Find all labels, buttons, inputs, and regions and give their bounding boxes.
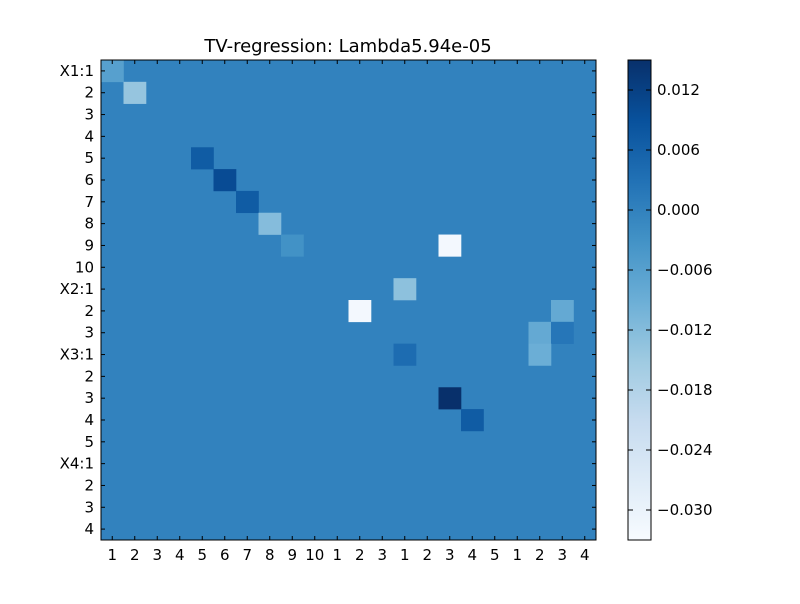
heatmap-cell: [393, 343, 417, 366]
x-tick-label: 3: [557, 546, 567, 564]
heatmap-cells: [101, 60, 596, 540]
y-tick-label: 5: [84, 149, 94, 167]
y-tick-label: X3:1: [60, 346, 94, 364]
heatmap-cell: [551, 300, 574, 323]
colorbar-tick-label: −0.006: [657, 261, 713, 279]
y-tick-labels: X1:1 2 3 4 5 6 7 8 9 10 X2:1 2 3 X3:1 2 3 4 5 X4:1 2 3 4: [60, 62, 94, 538]
colorbar-tick-label: 0.006: [657, 141, 700, 159]
x-tick-label: 4: [467, 546, 477, 564]
heatmap-cell: [101, 60, 124, 83]
heatmap-cell: [551, 321, 574, 344]
x-tick-label: 2: [130, 546, 140, 564]
heatmap-cell: [461, 409, 484, 432]
x-tick-label: 2: [422, 546, 432, 564]
y-tick-label: 2: [84, 476, 94, 494]
y-tick-label: 2: [84, 302, 94, 320]
y-tick-label: 3: [84, 106, 94, 124]
heatmap-cell: [528, 321, 552, 344]
colorbar-tick-label: −0.030: [657, 501, 713, 519]
x-tick-label: 8: [265, 546, 275, 564]
chart-title: TV-regression: Lambda5.94e-05: [203, 36, 491, 57]
y-tick-label: 4: [84, 411, 94, 429]
y-tick-label: 10: [75, 258, 94, 276]
y-tick-label: 3: [84, 389, 94, 407]
plot-frame: [100, 59, 597, 541]
y-tick-label: 7: [84, 193, 94, 211]
heatmap-cell: [213, 169, 237, 192]
heatmap-cell: [123, 81, 147, 104]
colorbar-tick-label: 0.000: [657, 201, 700, 219]
heatmap-cell: [191, 147, 214, 170]
x-tick-label: 9: [287, 546, 297, 564]
heatmap-cell: [438, 234, 462, 257]
colorbar: [627, 59, 652, 541]
x-tick-label: 1: [107, 546, 117, 564]
y-tick-label: 2: [84, 84, 94, 102]
x-tick-label: 10: [305, 546, 324, 564]
x-tick-label: 3: [377, 546, 387, 564]
y-tick-label: X1:1: [60, 62, 94, 80]
x-tick-label: 1: [332, 546, 342, 564]
x-tick-label: 4: [580, 546, 590, 564]
x-tick-label: 2: [355, 546, 365, 564]
x-tick-label: 7: [242, 546, 252, 564]
heatmap-cell: [393, 278, 417, 301]
y-tick-label: 3: [84, 498, 94, 516]
colorbar-ticks: 0.012 0.006 0.000 −0.006 −0.012 −0.018 −0.024 −…: [628, 81, 713, 519]
y-tick-label: 2: [84, 367, 94, 385]
x-tick-label: 3: [445, 546, 455, 564]
y-tick-label: 3: [84, 324, 94, 342]
x-tick-label: 3: [152, 546, 162, 564]
y-tick-label: X4:1: [60, 455, 94, 473]
x-tick-label: 5: [197, 546, 207, 564]
x-tick-label: 1: [512, 546, 522, 564]
x-tick-label: 1: [400, 546, 410, 564]
y-tick-label: X2:1: [60, 280, 94, 298]
y-tick-label: 9: [84, 236, 94, 254]
colorbar-tick-label: −0.018: [657, 381, 713, 399]
y-tick-label: 4: [84, 520, 94, 538]
heatmap-cell: [438, 387, 462, 410]
heatmap-cell: [281, 234, 304, 257]
colorbar-tick-label: −0.024: [657, 441, 713, 459]
y-tick-label: 6: [84, 171, 94, 189]
colorbar-tick-label: 0.012: [657, 81, 700, 99]
y-tick-label: 5: [84, 433, 94, 451]
x-tick-label: 4: [175, 546, 185, 564]
x-tick-label: 6: [220, 546, 230, 564]
heatmap-cell: [236, 190, 259, 214]
x-tick-label: 2: [535, 546, 545, 564]
colorbar-tick-label: −0.012: [657, 321, 713, 339]
x-tick-labels: 1 2 3 4 5 6 7 8 9 10 1 2 3 1 2 3 4 5 1 2 3 4: [107, 546, 589, 564]
heatmap-cell: [258, 212, 282, 235]
heatmap-cell: [528, 343, 552, 366]
x-tick-label: 5: [490, 546, 500, 564]
y-tick-label: 8: [84, 215, 94, 233]
y-tick-label: 4: [84, 127, 94, 145]
axis-ticks: [101, 60, 596, 540]
heatmap-cell: [348, 300, 372, 323]
